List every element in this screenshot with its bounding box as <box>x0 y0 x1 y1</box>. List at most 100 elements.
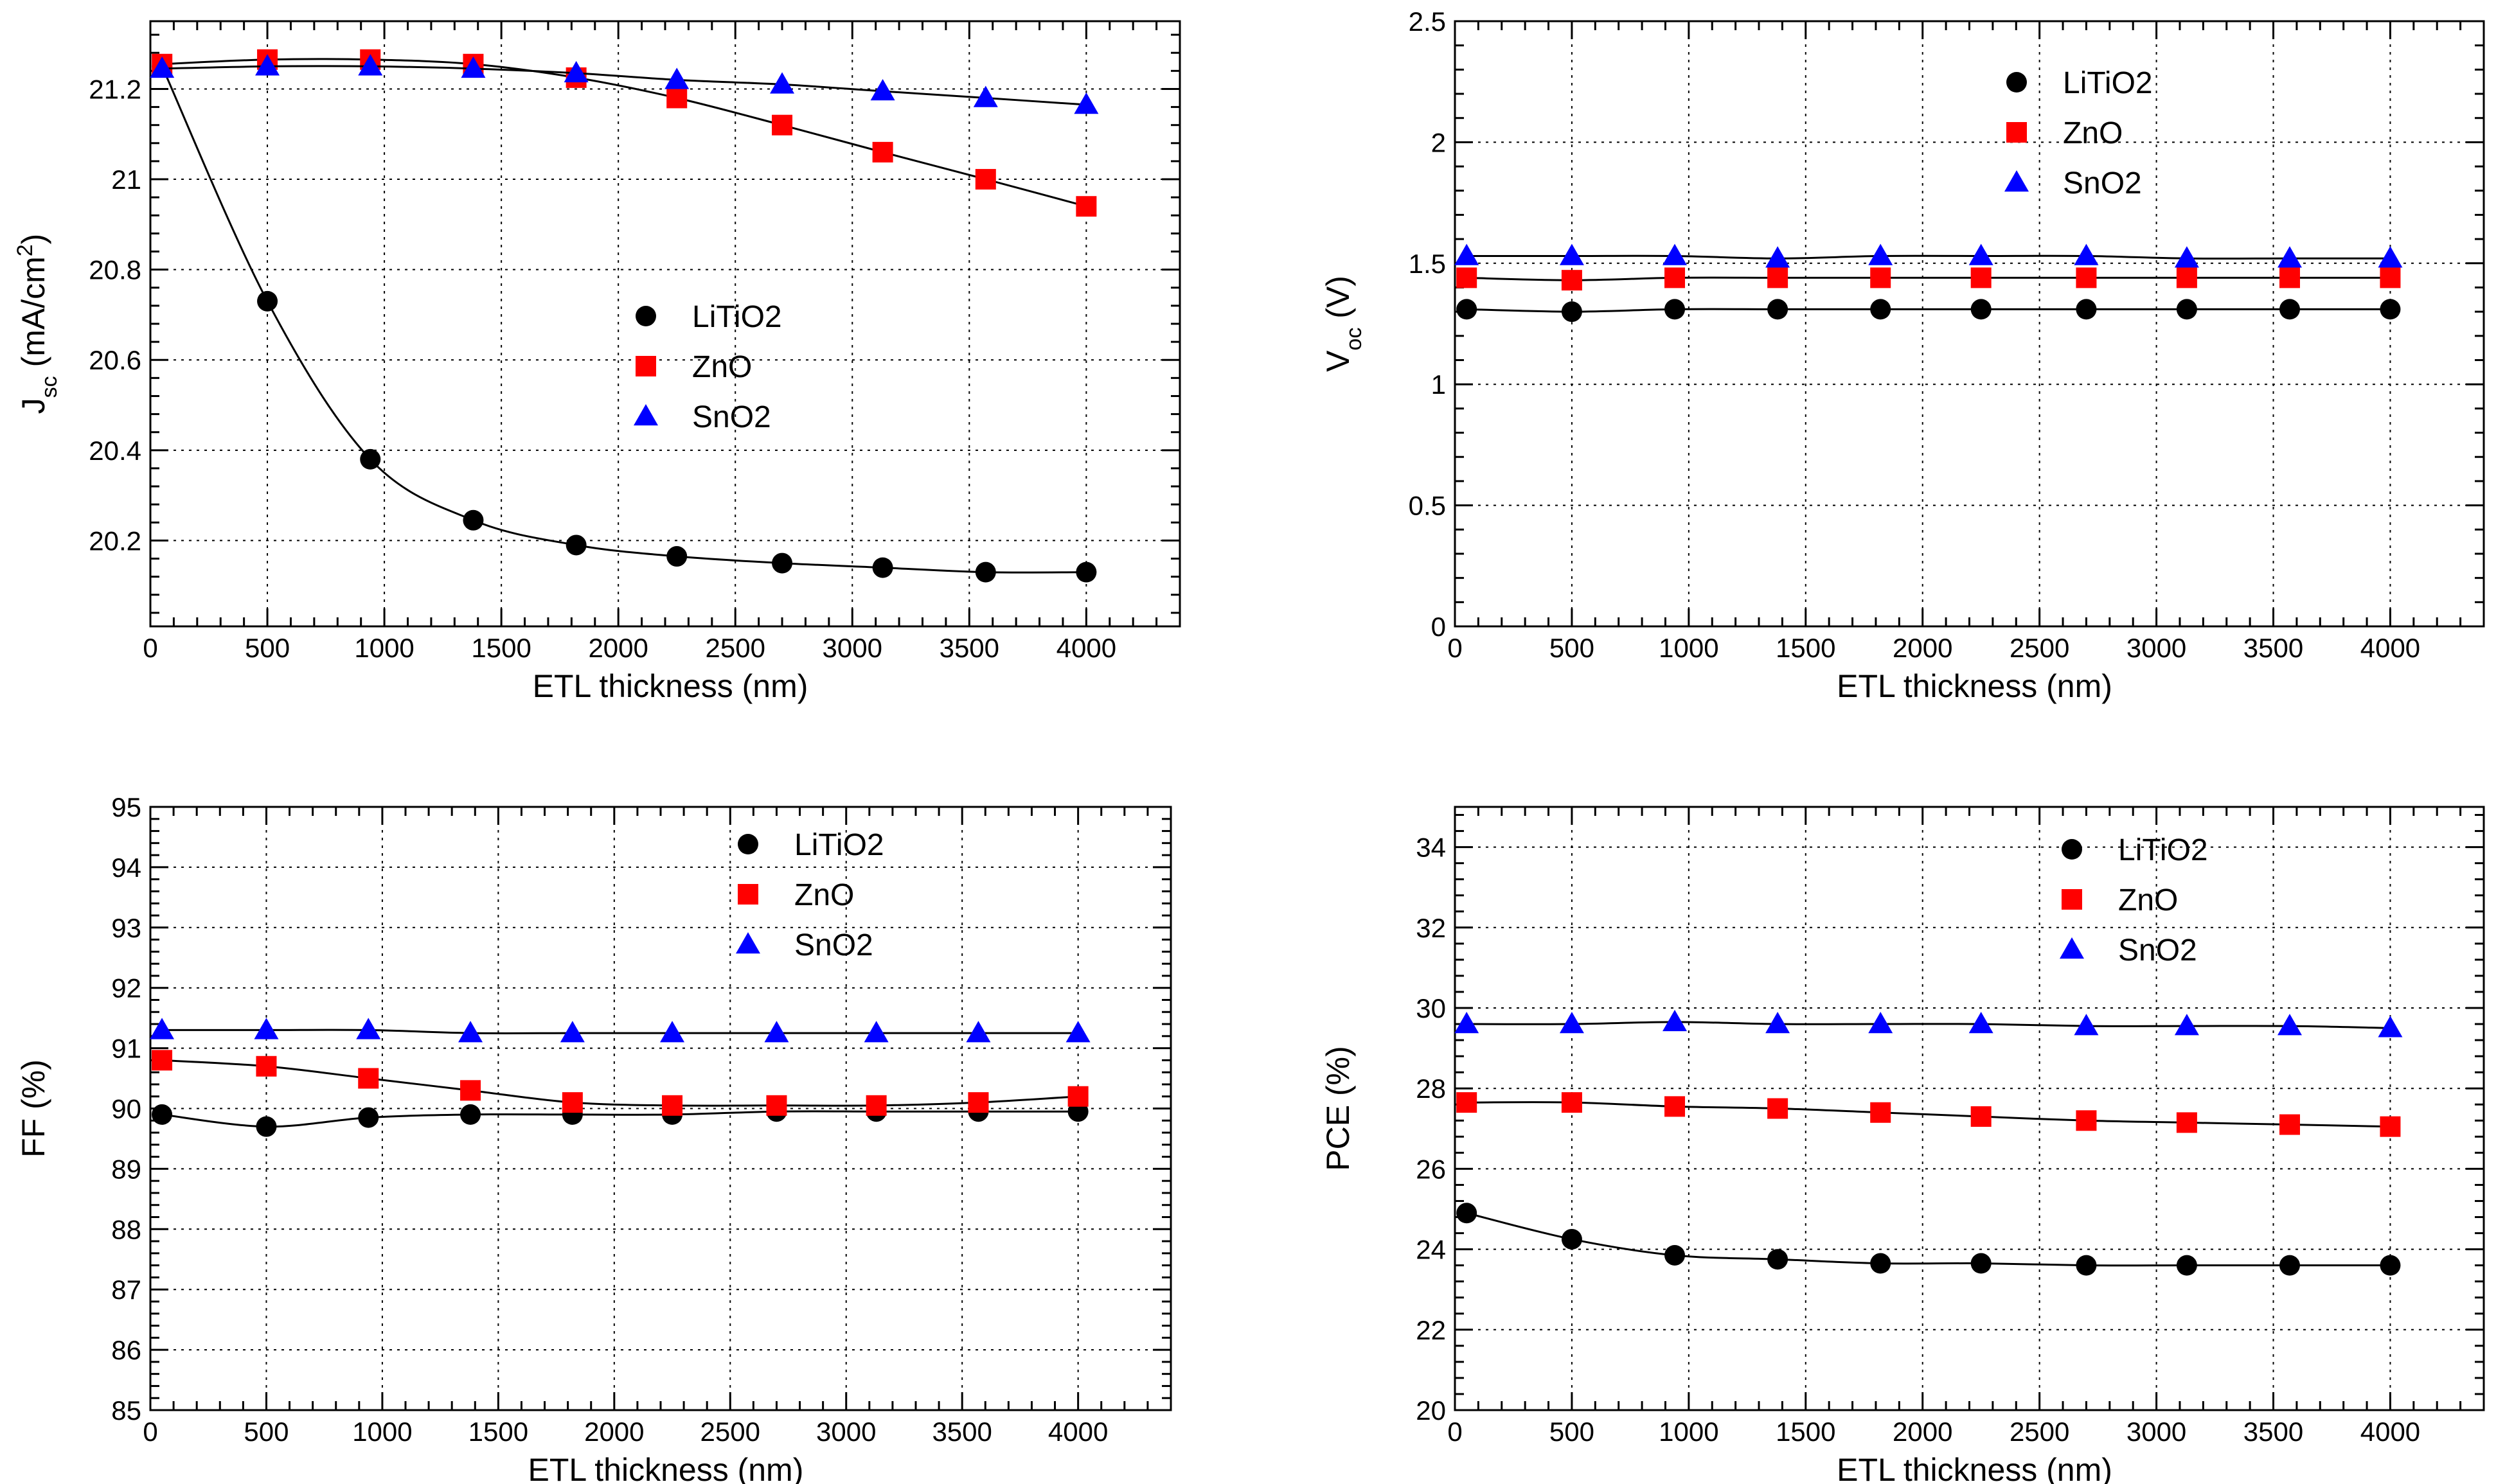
data-point-sno2 <box>2277 1014 2302 1036</box>
data-point-litio2 <box>358 1107 379 1128</box>
data-point-zno <box>1970 267 1992 288</box>
data-point-sno2 <box>2277 246 2302 268</box>
data-point-sno2 <box>664 67 690 89</box>
fit-curve-litio2 <box>1466 308 2391 313</box>
data-point-litio2 <box>2076 1255 2097 1276</box>
data-point-litio2 <box>1870 1253 1891 1274</box>
x-tick-label: 3500 <box>2243 1417 2303 1447</box>
data-point-sno2 <box>1868 1012 1893 1034</box>
data-point-zno <box>460 1080 481 1101</box>
plot-frame <box>149 806 1172 1411</box>
data-point-zno <box>1561 1092 1582 1113</box>
x-tick-label: 1500 <box>468 1417 528 1447</box>
y-tick-label: 24 <box>1416 1235 1446 1265</box>
data-point-sno2 <box>2378 1016 2403 1038</box>
y-tick-label: 21.2 <box>89 74 141 104</box>
data-point-litio2 <box>975 561 996 583</box>
data-point-sno2 <box>2074 1014 2099 1036</box>
data-point-litio2 <box>152 1104 173 1125</box>
panel-jsc: 0 500 1000 1500 2000 2500 3000 3500 4000 20.2 20.4… <box>13 20 1181 704</box>
data-point-zno <box>1456 1092 1477 1113</box>
legend-marker-sno2 <box>736 932 760 954</box>
legend-label-sno2: SnO2 <box>692 400 771 434</box>
y-tick-label: 0.5 <box>1409 491 1446 521</box>
data-point-sno2 <box>358 54 383 76</box>
y-tick-label: 88 <box>111 1214 141 1244</box>
data-point-litio2 <box>2076 299 2097 320</box>
data-point-litio2 <box>772 552 793 574</box>
data-point-sno2 <box>1868 243 1893 265</box>
data-point-zno <box>1456 267 1477 288</box>
fit-curve-zno <box>161 1059 1078 1107</box>
legend-label-sno2: SnO2 <box>2118 933 2197 967</box>
x-tick-label: 2500 <box>2010 1417 2069 1447</box>
legend-label-zno: ZnO <box>794 878 854 912</box>
y-tick-label: 2.5 <box>1409 6 1446 37</box>
data-point-litio2 <box>1561 1228 1582 1250</box>
y-tick-label: 34 <box>1416 833 1446 863</box>
fit-curve-litio2 <box>161 66 1087 574</box>
data-point-zno <box>2279 1114 2300 1135</box>
data-point-sno2 <box>1765 1012 1790 1034</box>
y-tick-label: 20.6 <box>89 345 141 375</box>
legend-label-zno: ZnO <box>692 350 752 384</box>
legend-marker-sno2 <box>634 404 658 426</box>
data-point-litio2 <box>1664 1244 1686 1266</box>
data-point-sno2 <box>973 85 998 107</box>
legend-label-sno2: SnO2 <box>794 928 873 962</box>
data-point-zno <box>1970 1106 1992 1127</box>
x-tick-label: 3000 <box>823 633 882 663</box>
data-point-litio2 <box>1767 1249 1788 1270</box>
legend-marker-sno2 <box>2004 170 2029 192</box>
data-point-zno <box>1664 267 1686 288</box>
x-tick-label: 1500 <box>471 633 531 663</box>
x-tick-label: 2000 <box>1893 1417 1952 1447</box>
data-point-sno2 <box>564 60 589 83</box>
data-point-litio2 <box>256 1116 277 1137</box>
panel-ff: 0 500 1000 1500 2000 2500 3000 3500 4000 85 86 87 88… <box>15 792 1172 1484</box>
fit-curve-sno2 <box>1466 1021 2391 1029</box>
x-tick-label: 3000 <box>2126 1417 2186 1447</box>
data-point-zno <box>152 1050 173 1071</box>
legend-label-litio2: LiTiO2 <box>2118 833 2208 867</box>
x-tick-label: 3500 <box>932 1417 992 1447</box>
fit-curve-zno <box>1466 276 2391 281</box>
x-tick-label: 1000 <box>1659 1417 1718 1447</box>
y-tick-label: 93 <box>111 913 141 943</box>
legend-marker-zno <box>2062 889 2082 910</box>
x-tick-label: 0 <box>143 1417 157 1447</box>
data-point-zno <box>1076 196 1097 217</box>
y-tick-label: 22 <box>1416 1315 1446 1345</box>
data-point-zno <box>1664 1096 1686 1117</box>
data-point-litio2 <box>463 509 484 531</box>
data-point-sno2 <box>1968 243 1993 265</box>
x-tick-label: 1000 <box>354 633 414 663</box>
x-tick-label: 4000 <box>2360 1417 2420 1447</box>
data-point-zno <box>562 1092 583 1113</box>
data-point-litio2 <box>1870 299 1891 320</box>
legend-marker-zno <box>2006 122 2027 143</box>
x-axis-title: ETL thickness (nm) <box>1837 1452 2112 1484</box>
fit-curve-zno <box>1466 1101 2391 1128</box>
y-tick-label: 20.8 <box>89 255 141 285</box>
data-point-zno <box>866 1095 887 1116</box>
data-point-zno <box>1067 1086 1089 1107</box>
data-point-litio2 <box>1456 299 1477 320</box>
legend-label-litio2: LiTiO2 <box>692 300 782 334</box>
legend-marker-litio2 <box>636 306 656 326</box>
data-point-sno2 <box>1454 243 1479 265</box>
data-point-sno2 <box>764 1021 789 1043</box>
y-tick-label: 0 <box>1431 612 1446 642</box>
data-point-litio2 <box>2176 299 2197 320</box>
data-point-sno2 <box>870 78 895 101</box>
y-tick-label: 20 <box>1416 1395 1446 1426</box>
y-axis-title: FF (%) <box>15 1059 51 1158</box>
fit-curve-litio2 <box>161 1110 1078 1128</box>
plot-frame <box>1454 20 2485 628</box>
data-point-litio2 <box>360 448 381 470</box>
plot-frame <box>149 20 1181 628</box>
x-tick-label: 1000 <box>352 1417 412 1447</box>
y-tick-label: 2 <box>1431 127 1446 157</box>
data-point-sno2 <box>1663 243 1688 265</box>
x-tick-label: 0 <box>1447 1417 1462 1447</box>
